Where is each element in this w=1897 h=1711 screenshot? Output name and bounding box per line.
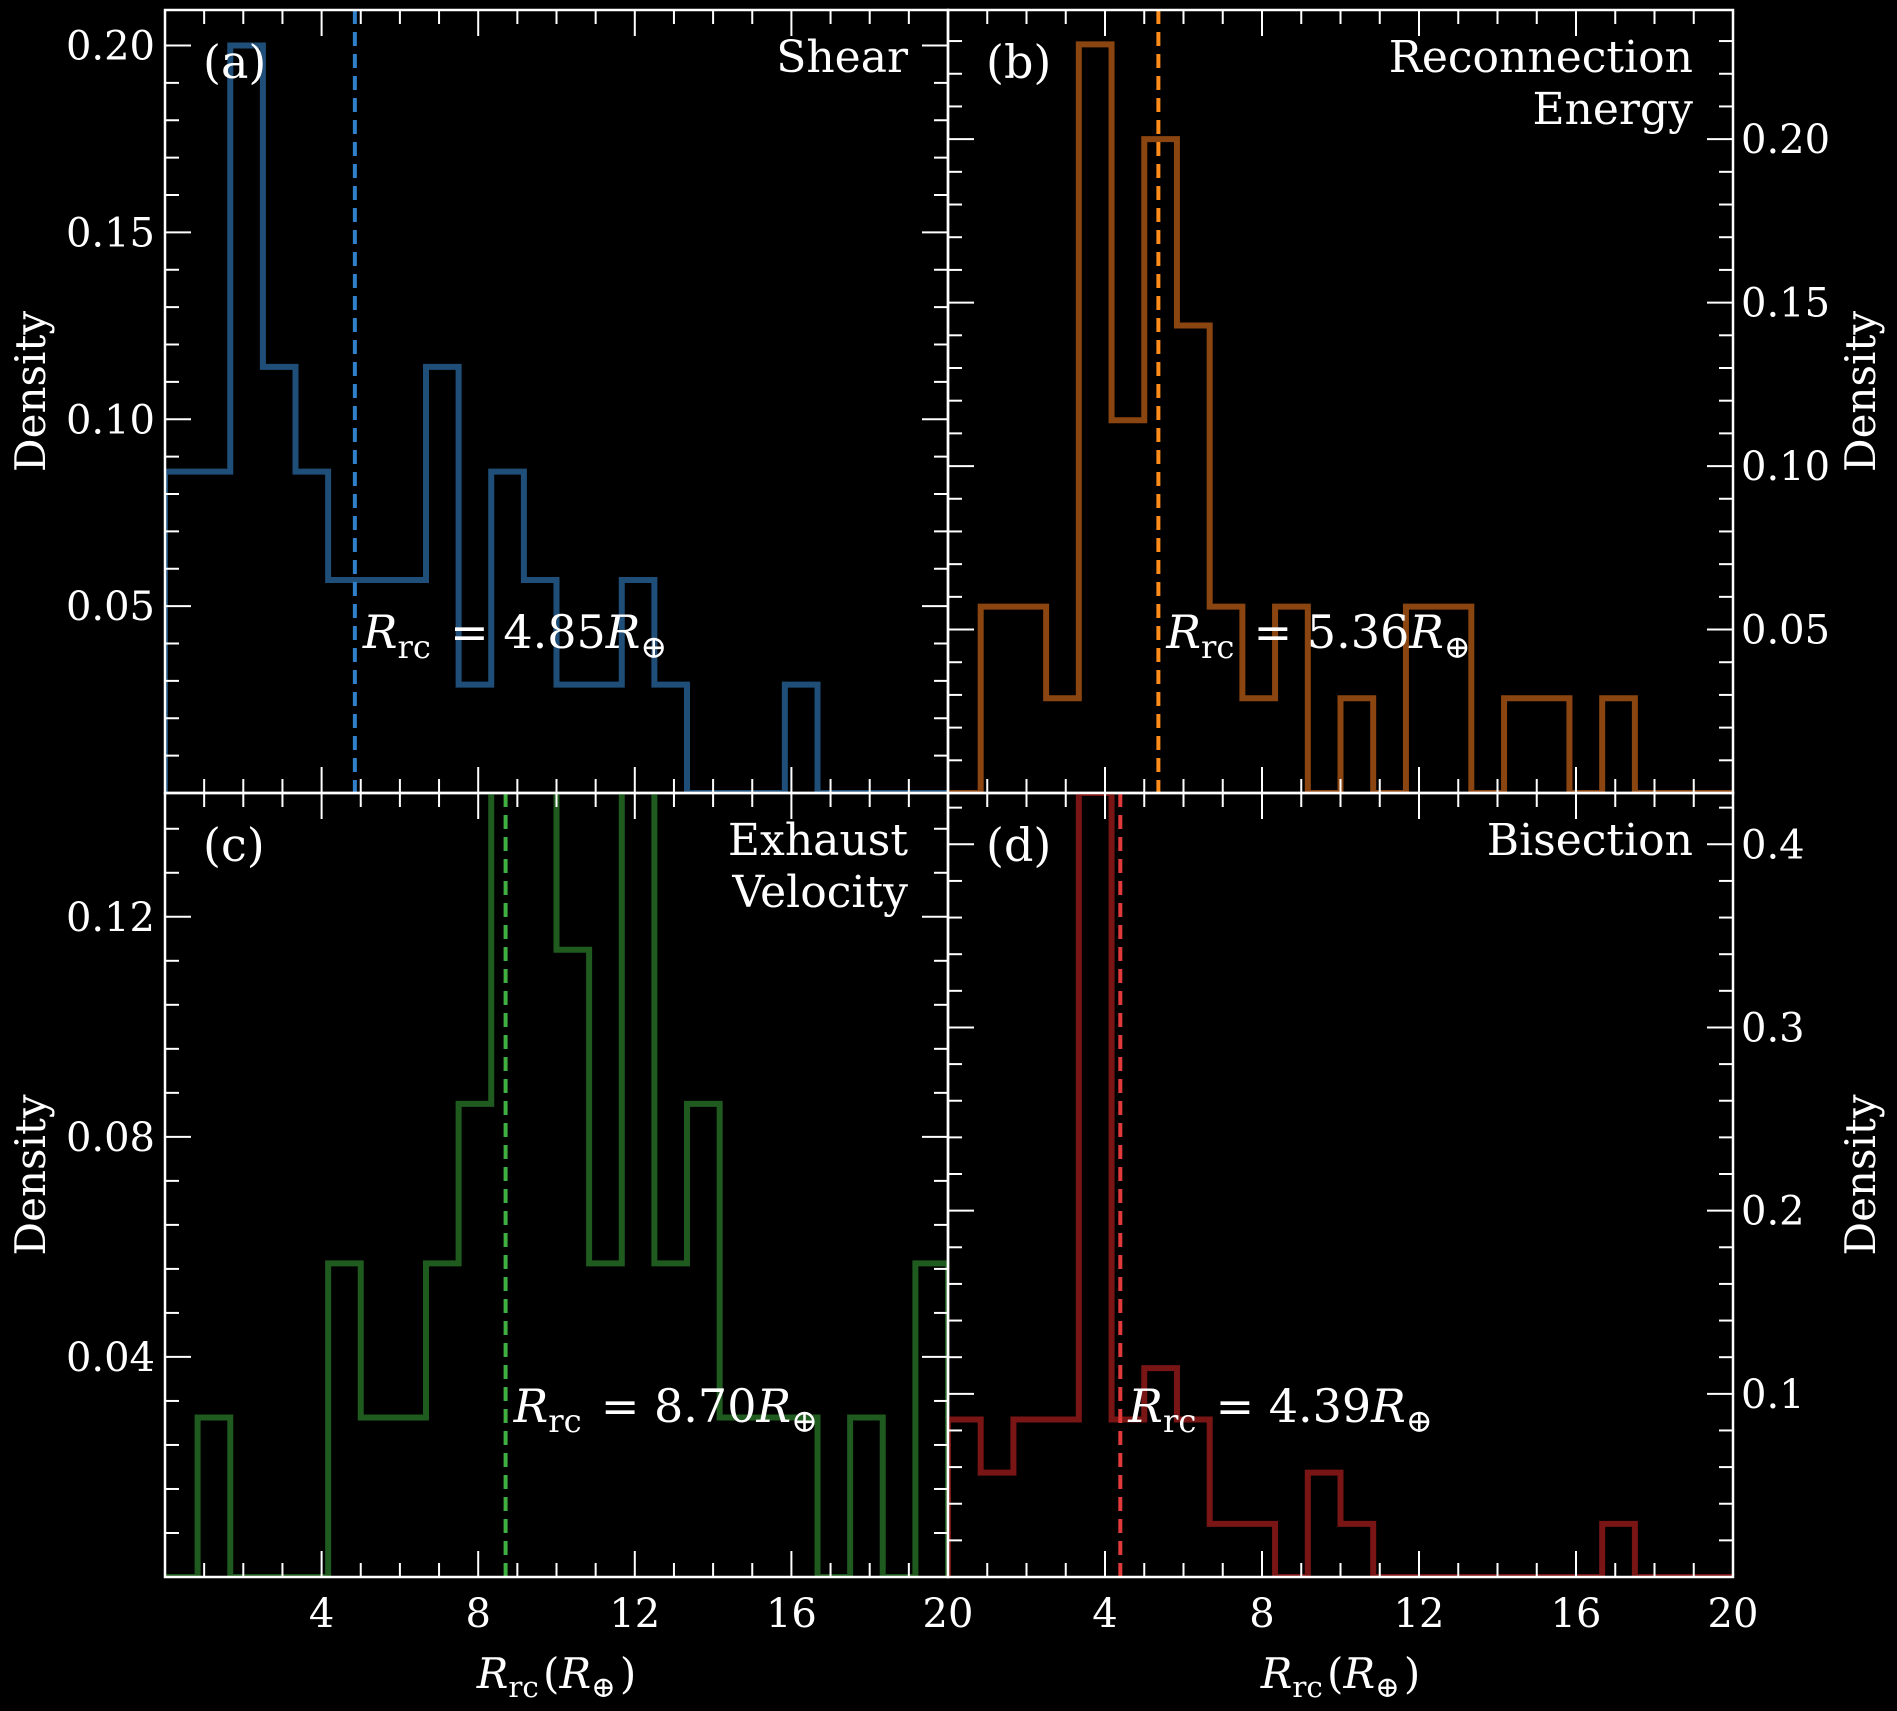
x-tick-label: 16: [766, 1591, 817, 1637]
y-tick-label: 0.10: [66, 397, 155, 443]
x-tick-label: 20: [923, 1591, 974, 1637]
y-axis-label: Density: [6, 1094, 55, 1255]
panel-c: 0.04 0.08 0.12 Density 4 8 12 16 20 Rrc (R⊕ ) (c) E…: [6, 791, 974, 1704]
y-tick-label: 0.3: [1741, 1005, 1805, 1051]
x-tick-label: 8: [1249, 1591, 1274, 1637]
y-tick-label: 0.08: [66, 1115, 155, 1161]
y-tick-label: 0.15: [1741, 281, 1830, 327]
y-tick-label: 0.1: [1741, 1372, 1805, 1418]
panel-title-line: Energy: [1532, 84, 1693, 135]
y-tick-label: 0.4: [1741, 822, 1805, 868]
histogram-step: [165, 793, 948, 1577]
y-tick-label: 0.04: [66, 1335, 155, 1381]
y-tick-label: 0.12: [66, 895, 155, 941]
y-tick-label: 0.15: [66, 210, 155, 256]
x-tick-label: 4: [309, 1591, 334, 1637]
panel-d: 0.1 0.2 0.3 0.4 Density 4 8 12 16 20 Rrc (R⊕ ) (d) B…: [946, 791, 1885, 1704]
histogram-step: [948, 41, 1733, 793]
median-annotation: Rrc = 4.85R⊕: [362, 605, 672, 666]
panel-title-line: Exhaust: [728, 815, 908, 866]
x-tick-label: 12: [609, 1591, 660, 1637]
y-tick-label: 0.05: [1741, 608, 1830, 654]
y-tick-label: 0.2: [1741, 1189, 1805, 1235]
panel-title-line: Reconnection: [1389, 32, 1693, 83]
median-annotation: Rrc = 8.70R⊕: [513, 1379, 823, 1440]
y-tick-label: 0.20: [1741, 117, 1830, 163]
x-tick-label: 20: [1708, 1591, 1759, 1637]
panel-title-line: Shear: [776, 32, 909, 83]
panel-letter: (b): [986, 35, 1051, 89]
y-axis-label: Density: [6, 311, 55, 472]
panel-letter: (c): [203, 818, 265, 872]
x-axis-label: Rrc (R⊕ ): [1260, 1649, 1421, 1704]
x-tick-label: 12: [1394, 1591, 1445, 1637]
median-annotation: Rrc = 4.39R⊕: [1127, 1379, 1437, 1440]
panel-letter: (d): [986, 818, 1051, 872]
y-axis-label: Density: [1836, 311, 1885, 472]
median-annotation: Rrc = 5.36R⊕: [1165, 605, 1475, 666]
histogram-step: [165, 42, 948, 793]
y-axis-label: Density: [1836, 1094, 1885, 1255]
panel-title-line: Velocity: [731, 867, 908, 918]
panel-title-line: Bisection: [1487, 815, 1693, 866]
panel-b: 0.05 0.10 0.15 0.20 Density (b) ReconnectionEn…: [946, 8, 1885, 795]
x-tick-label: 16: [1551, 1591, 1602, 1637]
histogram-step: [948, 793, 1733, 1577]
x-tick-label: 4: [1092, 1591, 1117, 1637]
y-tick-label: 0.20: [66, 24, 155, 70]
x-axis-label: Rrc (R⊕ ): [476, 1649, 637, 1704]
x-tick-label: 8: [465, 1591, 490, 1637]
panel-letter: (a): [203, 35, 266, 89]
y-tick-label: 0.10: [1741, 444, 1830, 490]
y-tick-label: 0.05: [66, 584, 155, 630]
